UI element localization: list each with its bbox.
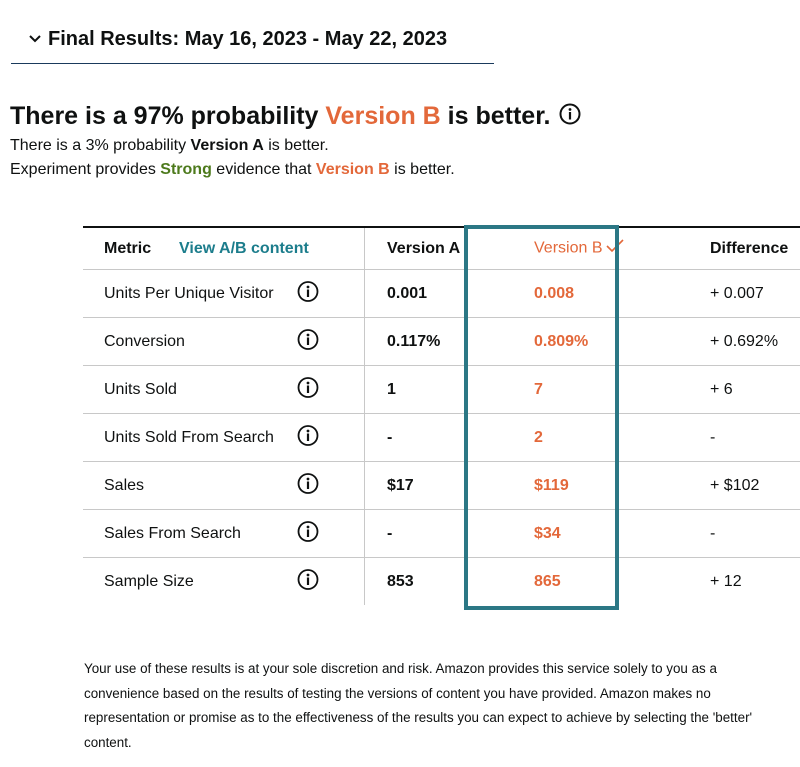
metric-label: Sample Size xyxy=(104,572,194,590)
table-row: Units Sold From Search -2- xyxy=(83,413,800,462)
header-metric-label: Metric xyxy=(104,239,152,257)
version-b-value: 7 xyxy=(507,365,686,414)
header-difference: Difference xyxy=(686,226,800,270)
version-a-probability: There is a 3% probability Version A is b… xyxy=(10,137,329,155)
difference-value: + 0.007 xyxy=(686,269,800,318)
metric-cell: Sales From Search xyxy=(83,509,365,558)
metric-cell: Units Per Unique Visitor xyxy=(83,269,365,318)
table-row: Conversion 0.117% 0.809% + 0.692% xyxy=(83,317,800,366)
sub2-suffix: is better. xyxy=(389,161,455,178)
difference-value: - xyxy=(686,509,800,558)
version-a-value: 853 xyxy=(364,557,507,605)
sub1-prefix: There is a 3% probability xyxy=(10,137,191,154)
metric-cell: Units Sold From Search xyxy=(83,413,365,462)
header-metric: Metric View A/B content xyxy=(83,226,365,270)
table-row: Sales From Search - $34- xyxy=(83,509,800,558)
table-row: Sample Size 853 865 + 12 xyxy=(83,557,800,606)
sub2-prefix: Experiment provides xyxy=(10,161,161,178)
info-icon[interactable] xyxy=(559,103,581,132)
difference-value: + $102 xyxy=(686,461,800,510)
info-icon[interactable] xyxy=(297,424,319,451)
header-version-b-label: Version B xyxy=(534,239,603,257)
version-a-value: - xyxy=(364,413,507,462)
header-version-a: Version A xyxy=(364,226,507,270)
metric-label: Sales xyxy=(104,476,145,494)
metric-label: Units Sold xyxy=(104,380,177,398)
version-a-value: $17 xyxy=(364,461,507,510)
info-icon[interactable] xyxy=(297,376,319,403)
version-b-value: $34 xyxy=(507,509,686,558)
table-row: Units Per Unique Visitor 0.001 0.008 + 0.00… xyxy=(83,269,800,318)
version-b-value: 0.809% xyxy=(507,317,686,366)
chevron-down-icon[interactable] xyxy=(28,32,42,51)
metric-cell: Sample Size xyxy=(83,558,365,606)
evidence-strength: Strong xyxy=(160,161,212,178)
metric-label: Sales From Search xyxy=(104,524,241,542)
results-accordion-header[interactable]: Final Results: May 16, 2023 - May 22, 20… xyxy=(11,22,494,64)
view-ab-content-link[interactable]: View A/B content xyxy=(179,239,309,257)
version-b-value: 865 xyxy=(534,572,561,590)
metric-cell: Sales xyxy=(83,461,365,510)
evidence-statement: Experiment provides Strong evidence that… xyxy=(10,161,455,179)
difference-value: + 12 xyxy=(710,572,742,590)
version-a-value: 0.117% xyxy=(364,317,507,366)
header-version-b: Version B xyxy=(507,226,686,270)
headline-suffix: is better. xyxy=(440,102,551,130)
table-header-row: Metric View A/B content Version A Versio… xyxy=(83,226,800,270)
headline-prefix: There is a 97% probability xyxy=(10,102,326,130)
info-icon[interactable] xyxy=(297,472,319,499)
version-b-value: 2 xyxy=(507,413,686,462)
metric-cell: Conversion xyxy=(83,317,365,366)
metric-label: Units Sold From Search xyxy=(104,428,274,446)
difference-value: - xyxy=(686,413,800,462)
sub2-version: Version B xyxy=(315,161,390,178)
checkmark-icon xyxy=(606,239,625,257)
version-a-value: 1 xyxy=(364,365,507,414)
sub1-suffix: is better. xyxy=(263,137,329,154)
difference-value: + 6 xyxy=(686,365,800,414)
metric-cell: Units Sold xyxy=(83,365,365,414)
version-a-value: - xyxy=(364,509,507,558)
version-b-value: 0.008 xyxy=(507,269,686,318)
sub1-version: Version A xyxy=(190,137,264,154)
version-b-value: $119 xyxy=(507,461,686,510)
table-row: Units Sold 1 7 + 6 xyxy=(83,365,800,414)
version-a-value: 0.001 xyxy=(364,269,507,318)
info-icon[interactable] xyxy=(297,520,319,547)
info-icon[interactable] xyxy=(297,328,319,355)
info-icon[interactable] xyxy=(297,280,319,307)
probability-headline: There is a 97% probability Version B is … xyxy=(10,102,581,132)
results-table: Metric View A/B content Version A Versio… xyxy=(83,226,800,605)
metric-label: Units Per Unique Visitor xyxy=(104,284,274,302)
accordion-title: Final Results: May 16, 2023 - May 22, 20… xyxy=(48,28,448,50)
difference-value: + 0.692% xyxy=(686,317,800,366)
table-row: Sales $17 $119 + $102 xyxy=(83,461,800,510)
disclaimer-text: Your use of these results is at your sol… xyxy=(84,661,753,750)
info-icon[interactable] xyxy=(297,568,319,595)
headline-version: Version B xyxy=(325,102,441,130)
sub2-middle: evidence that xyxy=(211,161,316,178)
metric-label: Conversion xyxy=(104,332,185,350)
